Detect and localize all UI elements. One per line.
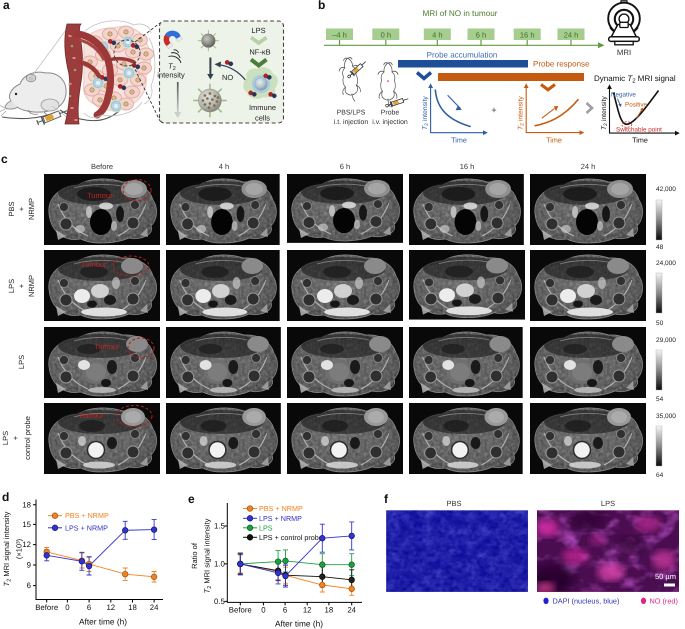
svg-text:LPS + NRMP: LPS + NRMP bbox=[259, 514, 302, 523]
svg-text:50 µm: 50 µm bbox=[655, 572, 676, 581]
svg-text:PBS + NRMP: PBS + NRMP bbox=[65, 511, 109, 520]
svg-text:Time: Time bbox=[632, 136, 648, 145]
svg-text:intensity: intensity bbox=[157, 71, 185, 80]
svg-text:12: 12 bbox=[303, 606, 312, 615]
svg-text:Before: Before bbox=[91, 162, 113, 171]
svg-text:Switchable point: Switchable point bbox=[616, 127, 662, 134]
svg-text:T2 MRI signal intensity: T2 MRI signal intensity bbox=[2, 511, 13, 586]
svg-text:Tumour: Tumour bbox=[94, 342, 120, 351]
svg-text:NRMP: NRMP bbox=[27, 275, 36, 297]
svg-text:4 h: 4 h bbox=[432, 31, 442, 40]
svg-text:MRI of NO in tumour: MRI of NO in tumour bbox=[422, 9, 497, 18]
svg-text:Tumour: Tumour bbox=[87, 191, 113, 200]
svg-text:LPS + control probe: LPS + control probe bbox=[259, 533, 323, 542]
svg-text:+: + bbox=[17, 283, 26, 288]
svg-text:18: 18 bbox=[325, 606, 334, 615]
svg-text:T2 intensity: T2 intensity bbox=[422, 96, 430, 130]
svg-text:After time (h): After time (h) bbox=[79, 617, 127, 627]
svg-text:Positive: Positive bbox=[625, 102, 648, 109]
svg-text:Tumour: Tumour bbox=[78, 411, 104, 420]
svg-text:Probe response: Probe response bbox=[533, 60, 590, 69]
svg-text:24,000: 24,000 bbox=[656, 260, 676, 267]
svg-text:42,000: 42,000 bbox=[656, 186, 676, 193]
svg-text:0 h: 0 h bbox=[381, 31, 391, 40]
svg-text:29,000: 29,000 bbox=[656, 337, 676, 344]
svg-text:Time: Time bbox=[451, 136, 467, 145]
svg-text:T2: T2 bbox=[168, 62, 176, 73]
svg-text:18: 18 bbox=[22, 500, 31, 509]
svg-text:LPS: LPS bbox=[601, 499, 615, 508]
svg-text:Probe accumulation: Probe accumulation bbox=[427, 51, 498, 60]
svg-text:+: + bbox=[17, 206, 26, 211]
svg-text:48: 48 bbox=[656, 244, 664, 251]
svg-text:18: 18 bbox=[128, 603, 137, 612]
svg-text:i.v. injection: i.v. injection bbox=[372, 119, 408, 126]
svg-text:LPS: LPS bbox=[1, 431, 10, 445]
svg-text:NO (red): NO (red) bbox=[650, 597, 678, 606]
svg-text:1.5: 1.5 bbox=[214, 522, 226, 531]
svg-text:NRMP: NRMP bbox=[27, 198, 36, 220]
svg-text:0: 0 bbox=[65, 603, 70, 612]
svg-text:15: 15 bbox=[22, 520, 31, 529]
svg-text:12: 12 bbox=[22, 540, 31, 549]
svg-text:9: 9 bbox=[27, 561, 31, 570]
svg-text:(×10³): (×10³) bbox=[15, 538, 24, 559]
svg-text:16 h: 16 h bbox=[520, 31, 535, 40]
svg-text:+: + bbox=[11, 435, 20, 440]
svg-text:i.t. injection: i.t. injection bbox=[334, 119, 369, 126]
svg-text:24 h: 24 h bbox=[564, 31, 579, 40]
svg-text:6: 6 bbox=[27, 581, 31, 590]
svg-text:PBS/LPS: PBS/LPS bbox=[337, 110, 366, 117]
svg-text:T2 intensity: T2 intensity bbox=[601, 96, 609, 130]
svg-text:–4 h: –4 h bbox=[332, 31, 347, 40]
svg-text:Negative: Negative bbox=[611, 92, 636, 99]
svg-text:LPS: LPS bbox=[7, 279, 16, 293]
svg-text:DAPI (nucleus, blue): DAPI (nucleus, blue) bbox=[553, 597, 620, 606]
svg-text:LPS: LPS bbox=[17, 355, 26, 369]
svg-text:After time (h): After time (h) bbox=[275, 619, 323, 629]
svg-text:64: 64 bbox=[656, 472, 664, 479]
svg-text:PBS + NRMP: PBS + NRMP bbox=[259, 504, 303, 513]
svg-text:6: 6 bbox=[283, 606, 287, 615]
svg-text:cells: cells bbox=[255, 114, 270, 123]
svg-text:PBS: PBS bbox=[7, 201, 16, 216]
svg-text:Probe: Probe bbox=[381, 110, 400, 117]
svg-text:6: 6 bbox=[87, 603, 91, 612]
svg-text:Time: Time bbox=[546, 136, 562, 145]
svg-text:16 h: 16 h bbox=[460, 162, 475, 171]
svg-text:+: + bbox=[491, 105, 496, 115]
svg-text:MRI: MRI bbox=[617, 48, 631, 57]
svg-text:6 h: 6 h bbox=[340, 162, 350, 171]
svg-text:Ratio of: Ratio of bbox=[190, 542, 199, 569]
svg-text:Dynamic T2 MRI signal: Dynamic T2 MRI signal bbox=[594, 74, 676, 85]
svg-text:24: 24 bbox=[150, 603, 159, 612]
svg-text:LPS: LPS bbox=[251, 26, 265, 35]
svg-text:control probe: control probe bbox=[23, 416, 32, 460]
svg-text:LPS: LPS bbox=[259, 523, 273, 532]
svg-text:1.0: 1.0 bbox=[214, 560, 226, 569]
svg-text:Before: Before bbox=[229, 606, 252, 615]
svg-text:T2 intensity: T2 intensity bbox=[518, 96, 526, 130]
svg-text:50: 50 bbox=[656, 320, 664, 327]
svg-text:T2 MRI signal intensity: T2 MRI signal intensity bbox=[203, 518, 214, 593]
svg-text:PBS: PBS bbox=[446, 499, 461, 508]
svg-text:Tumour: Tumour bbox=[81, 260, 107, 269]
svg-text:0.5: 0.5 bbox=[214, 597, 226, 606]
svg-text:NF-κB: NF-κB bbox=[249, 48, 270, 57]
svg-text:Immune: Immune bbox=[249, 103, 276, 112]
svg-text:LPS + NRMP: LPS + NRMP bbox=[65, 523, 108, 532]
svg-text:0: 0 bbox=[261, 606, 266, 615]
svg-text:Before: Before bbox=[35, 603, 58, 612]
svg-text:6 h: 6 h bbox=[476, 31, 486, 40]
svg-text:35,000: 35,000 bbox=[656, 413, 676, 420]
svg-text:54: 54 bbox=[656, 396, 664, 403]
svg-text:NO: NO bbox=[222, 73, 233, 82]
svg-text:24: 24 bbox=[347, 606, 356, 615]
svg-text:4 h: 4 h bbox=[219, 162, 229, 171]
svg-text:24 h: 24 h bbox=[581, 162, 596, 171]
svg-text:12: 12 bbox=[106, 603, 115, 612]
